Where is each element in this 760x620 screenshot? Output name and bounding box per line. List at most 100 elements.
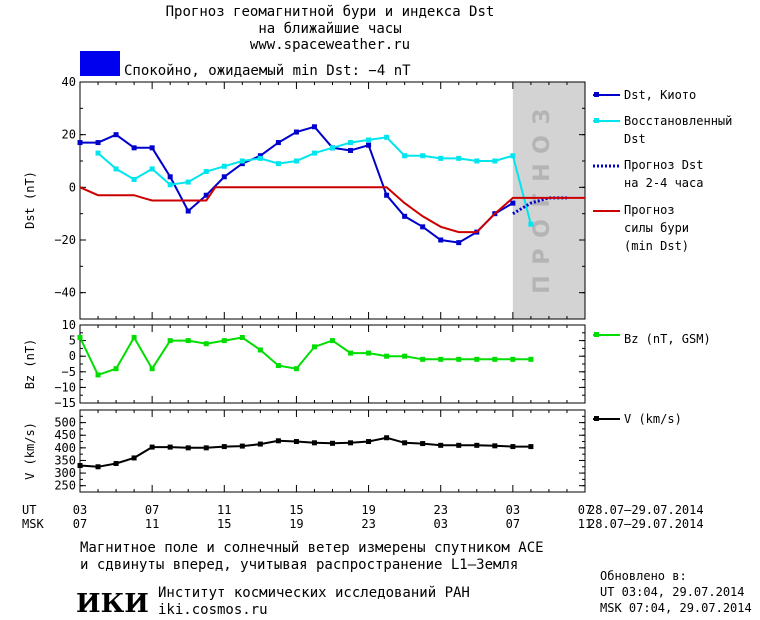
legend-dst-kyoto: Dst, Киото bbox=[624, 88, 696, 102]
updated-label: Обновлено в: bbox=[600, 569, 687, 583]
data-point bbox=[311, 440, 317, 446]
data-point bbox=[77, 463, 83, 469]
y-axis-label: Dst (nT) bbox=[23, 171, 37, 229]
data-point bbox=[95, 372, 101, 378]
y-tick-label: −40 bbox=[54, 286, 76, 300]
data-point bbox=[131, 145, 137, 151]
data-point bbox=[221, 163, 227, 169]
data-point bbox=[149, 366, 155, 372]
chart-title-line2: на ближайшие часы bbox=[258, 21, 401, 37]
time-axis: UT MSK 28.07–29.07.2014 28.07–29.07.2014… bbox=[22, 503, 704, 531]
data-point bbox=[113, 366, 119, 372]
data-point bbox=[311, 124, 317, 130]
data-point bbox=[510, 200, 516, 206]
data-point bbox=[167, 182, 173, 188]
y-tick-label: 10 bbox=[62, 318, 76, 332]
data-point bbox=[402, 153, 408, 159]
data-point bbox=[257, 153, 263, 159]
svg-text:Р: Р bbox=[530, 248, 555, 264]
data-point bbox=[275, 161, 281, 167]
msk-tick-label: 23 bbox=[361, 517, 375, 531]
footnote-line2: и сдвинуты вперед, учитывая распростране… bbox=[80, 557, 518, 573]
data-point bbox=[293, 366, 299, 372]
legend-storm-forecast-2: силы бури bbox=[624, 221, 689, 235]
data-point bbox=[95, 464, 101, 470]
data-point bbox=[402, 353, 408, 359]
legend-forecast-dst-1: Прогноз Dst bbox=[624, 158, 703, 172]
series-line-0-3 bbox=[79, 186, 585, 234]
data-point bbox=[510, 444, 516, 450]
data-point bbox=[348, 350, 354, 356]
data-point bbox=[203, 169, 209, 175]
series-line-0-1 bbox=[97, 136, 532, 225]
data-point bbox=[420, 356, 426, 362]
data-point bbox=[402, 440, 408, 446]
data-point bbox=[239, 443, 245, 449]
data-point bbox=[203, 192, 209, 198]
data-point bbox=[311, 344, 317, 350]
legend-forecast-dst-2: на 2-4 часа bbox=[624, 176, 703, 190]
data-point bbox=[366, 137, 372, 143]
data-point bbox=[474, 356, 480, 362]
ut-tick-label: 03 bbox=[73, 503, 87, 517]
data-point bbox=[456, 356, 462, 362]
data-point bbox=[384, 353, 390, 359]
data-point bbox=[402, 213, 408, 219]
data-point bbox=[77, 334, 83, 340]
data-point bbox=[348, 140, 354, 146]
data-point bbox=[77, 140, 83, 146]
msk-tick-label: 15 bbox=[217, 517, 231, 531]
legend-storm-forecast-3: (min Dst) bbox=[624, 239, 689, 253]
data-point bbox=[131, 334, 137, 340]
source-url: www.spaceweather.ru bbox=[250, 37, 410, 53]
msk-date-range: 28.07–29.07.2014 bbox=[588, 517, 704, 531]
bz-panel: 10 50 −5−10 −15 Bz (nT) bbox=[23, 318, 586, 410]
data-point bbox=[293, 129, 299, 135]
legend-bz-marker bbox=[594, 332, 599, 337]
data-point bbox=[275, 140, 281, 146]
data-point bbox=[420, 441, 426, 447]
data-point bbox=[149, 166, 155, 172]
data-point bbox=[366, 439, 372, 445]
data-point bbox=[348, 147, 354, 153]
data-point bbox=[366, 142, 372, 148]
y-tick-label: 350 bbox=[54, 453, 76, 467]
data-point bbox=[221, 444, 227, 450]
data-point bbox=[330, 145, 335, 151]
ut-axis-label: UT bbox=[22, 503, 36, 517]
data-point bbox=[293, 439, 299, 445]
svg-text:З: З bbox=[530, 109, 555, 125]
y-tick-label: −15 bbox=[54, 396, 76, 410]
data-point bbox=[203, 341, 209, 347]
data-point bbox=[492, 158, 498, 164]
data-point bbox=[311, 150, 317, 156]
msk-tick-label: 07 bbox=[73, 517, 87, 531]
data-point bbox=[113, 460, 119, 466]
y-tick-label: 0 bbox=[69, 349, 76, 363]
data-point bbox=[239, 334, 245, 340]
data-point bbox=[185, 208, 191, 214]
msk-tick-label: 03 bbox=[433, 517, 447, 531]
panel-frame bbox=[79, 409, 586, 493]
data-point bbox=[185, 338, 191, 344]
legend-storm-forecast-1: Прогноз bbox=[624, 203, 675, 217]
data-point bbox=[384, 134, 390, 140]
data-point bbox=[438, 237, 444, 243]
data-point bbox=[420, 153, 426, 159]
legend-reconstructed-dst-1: Восстановленный bbox=[624, 114, 732, 128]
series-line-1-0 bbox=[79, 335, 531, 377]
data-point bbox=[95, 140, 101, 146]
legend-reconstructed-marker bbox=[594, 118, 599, 123]
data-point bbox=[95, 150, 101, 156]
data-point bbox=[275, 363, 281, 369]
legend-velocity: V (km/s) bbox=[624, 412, 682, 426]
data-point bbox=[113, 166, 119, 172]
data-point bbox=[348, 440, 354, 446]
y-tick-label: −20 bbox=[54, 233, 76, 247]
y-tick-label: 300 bbox=[54, 466, 76, 480]
ut-tick-label: 07 bbox=[145, 503, 159, 517]
svg-text:О: О bbox=[530, 219, 555, 238]
data-point bbox=[257, 441, 263, 447]
